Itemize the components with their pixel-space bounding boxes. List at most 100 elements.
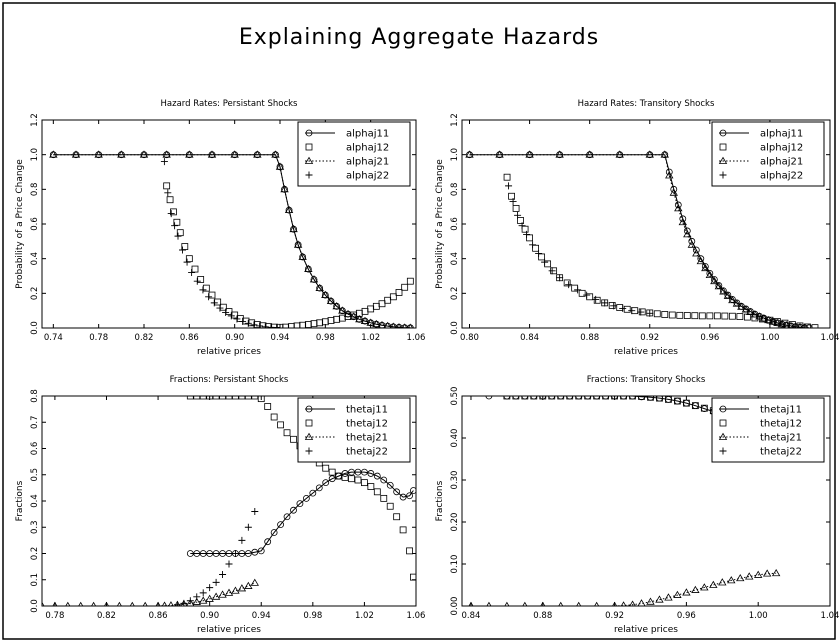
point-thetaj21	[646, 597, 655, 605]
point-alphaj21	[728, 295, 737, 304]
point-thetaj21	[52, 601, 58, 606]
point-alphaj12	[173, 218, 181, 226]
y-axis-label: Fractions	[435, 480, 445, 521]
point-alphaj21	[669, 188, 678, 196]
point-alphaj21	[692, 249, 701, 257]
point-thetaj11	[277, 521, 284, 529]
legend-label: alphaj21	[346, 157, 389, 168]
point-alphaj21	[801, 323, 808, 328]
x-tick-label: 0.96	[700, 333, 719, 343]
point-alphaj21	[732, 299, 742, 307]
point-alphaj12	[327, 317, 335, 324]
point-alphaj12	[521, 225, 529, 233]
point-alphaj12	[721, 312, 729, 320]
point-thetaj21	[78, 601, 84, 606]
x-tick-label: 0.96	[677, 611, 696, 621]
point-alphaj21	[665, 171, 674, 179]
point-alphaj11	[679, 215, 687, 223]
point-alphaj21	[332, 302, 341, 310]
point-alphaj22	[610, 302, 618, 310]
point-alphaj12	[389, 293, 397, 301]
point-alphaj12	[623, 305, 631, 313]
point-alphaj22	[179, 246, 187, 254]
point-thetaj11	[186, 550, 194, 557]
x-tick-label: 0.82	[97, 611, 116, 621]
point-thetaj21	[192, 597, 201, 605]
point-alphaj12	[166, 196, 174, 204]
point-alphaj12	[616, 304, 624, 311]
point-alphaj21	[797, 323, 803, 328]
legend-marker-thetaj21	[304, 432, 314, 440]
point-thetaj21	[700, 583, 709, 591]
point-thetaj21	[42, 601, 45, 606]
point-alphaj22	[239, 317, 247, 325]
point-alphaj22	[541, 258, 549, 266]
x-axis-label: relative prices	[197, 347, 261, 357]
x-tick-label: 0.78	[89, 333, 108, 343]
point-thetaj12	[593, 396, 601, 400]
point-thetaj12	[557, 396, 565, 400]
point-alphaj22	[548, 267, 556, 275]
point-alphaj12	[532, 244, 539, 252]
point-thetaj12	[691, 402, 699, 410]
point-alphaj21	[289, 224, 298, 233]
point-thetaj11	[193, 550, 201, 557]
point-thetaj22	[225, 560, 233, 568]
x-tick-label: 0.78	[45, 611, 64, 621]
point-alphaj21	[696, 256, 706, 265]
point-thetaj12	[629, 396, 636, 400]
point-thetaj21	[682, 588, 691, 596]
x-axis-label: relative prices	[614, 347, 678, 357]
point-alphaj21	[280, 185, 289, 193]
point-alphaj21	[355, 315, 364, 323]
point-alphaj22	[592, 295, 600, 303]
point-alphaj12	[321, 318, 329, 326]
point-thetaj12	[393, 513, 401, 521]
point-alphaj21	[304, 264, 313, 272]
point-alphaj22	[222, 308, 230, 316]
point-alphaj22	[261, 323, 269, 328]
point-alphaj22	[505, 182, 513, 190]
point-alphaj21	[271, 150, 280, 158]
x-tick-label: 0.82	[135, 333, 154, 343]
point-thetaj12	[386, 502, 394, 510]
point-thetaj21	[129, 601, 135, 606]
point-alphaj21	[139, 150, 149, 158]
point-thetaj21	[91, 601, 97, 606]
point-alphaj21	[773, 318, 782, 327]
point-thetaj12	[530, 396, 538, 400]
point-thetaj12	[406, 547, 413, 555]
legend: alphaj11 alphaj12 alphaj21 alphaj22	[711, 121, 825, 187]
y-axis-label: Probability of a Price Change	[15, 159, 25, 289]
point-alphaj21	[465, 150, 474, 158]
y-tick-label: 0.4	[30, 252, 40, 266]
legend-marker-alphaj12	[719, 143, 727, 151]
point-alphaj21	[678, 217, 687, 226]
panel-3: Fractions: Persistant Shocks 0.78 0.82 0.86…	[15, 375, 425, 635]
point-alphaj22	[183, 258, 191, 266]
point-thetaj12	[674, 397, 681, 405]
point-thetaj12	[620, 396, 627, 400]
point-thetaj12	[328, 468, 336, 476]
legend: alphaj11 alphaj12 alphaj21 alphaj22	[297, 121, 411, 187]
point-thetaj22	[173, 601, 181, 606]
point-thetaj22	[212, 578, 220, 586]
point-alphaj21	[660, 150, 669, 158]
point-alphaj12	[713, 312, 721, 320]
x-tick-label: 0.98	[316, 333, 335, 343]
point-alphaj22	[210, 299, 218, 307]
point-alphaj21	[615, 150, 624, 158]
point-alphaj21	[525, 150, 534, 158]
point-alphaj12	[743, 313, 751, 321]
point-alphaj11	[706, 269, 714, 277]
y-tick-label: 1.0	[30, 148, 40, 162]
legend-label: alphaj22	[760, 171, 803, 182]
point-alphaj21	[117, 150, 126, 158]
point-alphaj22	[637, 308, 645, 316]
point-alphaj22	[556, 274, 564, 282]
point-alphaj22	[164, 189, 172, 197]
point-alphaj21	[401, 323, 408, 328]
point-thetaj11	[406, 492, 413, 500]
point-thetaj21	[504, 601, 510, 606]
